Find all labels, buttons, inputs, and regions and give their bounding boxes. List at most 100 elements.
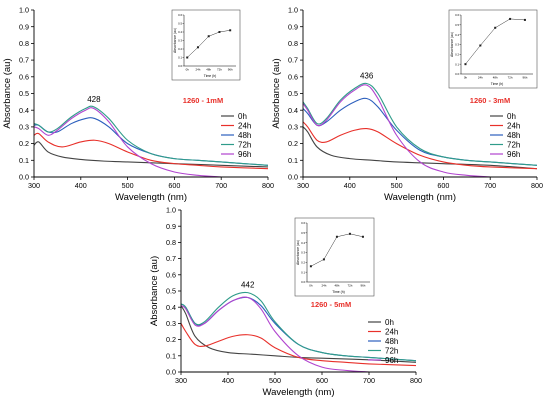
x-tick-label: 400 (222, 376, 234, 385)
y-tick-label: 0.6 (19, 72, 29, 81)
x-tick-label: 700 (484, 181, 496, 190)
series-line-96h (34, 107, 222, 177)
x-tick-label: 600 (316, 376, 328, 385)
inset-y-tick-label: 0.3 (301, 251, 305, 255)
y-tick-label: 0.3 (166, 319, 176, 328)
y-tick-label: 0.9 (19, 22, 29, 31)
y-tick-label: 0.0 (288, 173, 298, 182)
series-line-0h (181, 305, 416, 363)
inset-y-tick-label: 0.0 (178, 64, 182, 68)
inset-y-tick-label: 0.3 (178, 39, 182, 43)
x-tick-label: 500 (269, 376, 281, 385)
series-line-24h (303, 121, 537, 170)
y-tick-label: 0.8 (288, 39, 298, 48)
series-group (303, 82, 537, 177)
inset-point-48h (207, 35, 210, 38)
series-group (181, 291, 416, 372)
inset-x-tick-label: 24h (478, 76, 483, 80)
inset-point-96h (229, 29, 232, 32)
x-axis-label: Wavelength (nm) (384, 192, 456, 203)
inset-point-0h (186, 56, 189, 59)
series-line-72h (303, 82, 537, 166)
chart-panel-3: 0.0 0.1 0.2 0.3 0.4 0.5 0.6 0.7 0.8 0.9 1.0 300 400 5… (149, 206, 422, 398)
inset-point-96h (523, 18, 526, 21)
x-tick-label: 600 (437, 181, 449, 190)
inset-x-axis-label: Time (h) (204, 74, 217, 78)
series-line-24h (34, 132, 268, 170)
x-tick-label: 300 (175, 376, 187, 385)
chart-panel-2: 0.0 0.1 0.2 0.3 0.4 0.5 0.6 0.7 0.8 0.9 1.0 300 400 5… (271, 6, 543, 203)
legend-label-48h: 48h (238, 131, 251, 140)
peak-label: 436 (360, 71, 374, 80)
series-line-96h (303, 84, 491, 177)
y-tick-label: 0.2 (166, 335, 176, 344)
inset-x-tick-label: 96h (523, 76, 528, 80)
inset-x-tick-label: 72h (217, 68, 222, 72)
x-axis-label: Wavelength (nm) (263, 387, 335, 398)
inset-x-tick-label: 0h (186, 68, 190, 72)
inset-y-tick-label: 0.5 (178, 22, 182, 26)
legend-label-0h: 0h (385, 318, 394, 327)
legend-label-24h: 24h (385, 327, 398, 336)
y-tick-label: 0.2 (19, 139, 29, 148)
series-line-72h (34, 105, 268, 166)
x-tick-label: 700 (215, 181, 227, 190)
inset-y-tick-label: 0.3 (455, 43, 459, 47)
inset-y-tick-label: 0.5 (455, 23, 459, 27)
concentration-label: 1260 - 3mM (470, 96, 510, 105)
inset-point-24h (479, 44, 482, 47)
series-line-96h (181, 296, 370, 372)
inset-x-tick-label: 24h (196, 68, 201, 72)
inset-point-96h (361, 235, 364, 238)
inset-x-tick-label: 48h (493, 76, 498, 80)
inset-frame (294, 217, 375, 297)
y-tick-label: 0.0 (19, 173, 29, 182)
inset-y-axis-label: Absorbance (au) (450, 32, 454, 57)
chart-panel-1: 0.0 0.1 0.2 0.3 0.4 0.5 0.6 0.7 0.8 0.9 1.0 300 400 5… (2, 6, 274, 203)
x-tick-label: 400 (75, 181, 87, 190)
series-line-48h (181, 296, 416, 362)
inset-x-axis-label: Time (h) (332, 290, 345, 294)
inset-point-24h (322, 258, 325, 261)
concentration-label: 1260 - 5mM (311, 300, 351, 309)
inset-point-48h (335, 235, 338, 238)
inset-y-tick-label: 0.6 (301, 221, 305, 225)
inset-chart: 0.0 0.1 0.2 0.3 0.4 0.5 0.6 0h 24h 48h 72h 96h Time … (294, 217, 375, 297)
inset-y-tick-label: 0.1 (455, 62, 459, 66)
inset-y-tick-label: 0.4 (301, 241, 305, 245)
x-tick-label: 500 (391, 181, 403, 190)
y-tick-label: 0.8 (19, 39, 29, 48)
series-group (34, 105, 268, 177)
inset-y-tick-label: 0.2 (301, 260, 305, 264)
inset-x-tick-label: 96h (361, 284, 366, 288)
y-tick-label: 0.3 (19, 123, 29, 132)
y-tick-label: 0.4 (166, 303, 176, 312)
y-tick-label: 1.0 (288, 6, 298, 15)
inset-y-tick-label: 0.0 (301, 280, 305, 284)
y-tick-label: 0.1 (19, 156, 29, 165)
y-tick-label: 0.7 (288, 56, 298, 65)
inset-point-72h (348, 232, 351, 235)
inset-chart: 0.0 0.1 0.2 0.3 0.4 0.5 0.6 0h 24h 48h 72h 96h Time … (171, 9, 241, 81)
y-tick-label: 0.6 (166, 270, 176, 279)
y-axis-label: Absorbance (au) (2, 58, 13, 128)
inset-y-tick-label: 0.2 (455, 52, 459, 56)
inset-frame (448, 9, 538, 89)
y-tick-label: 0.4 (288, 106, 298, 115)
y-axis-label: Absorbance (au) (149, 256, 160, 326)
peak-label: 442 (241, 281, 255, 290)
y-tick-label: 0.0 (166, 368, 176, 377)
inset-point-0h (464, 63, 467, 66)
inset-x-tick-label: 72h (348, 284, 353, 288)
inset-y-tick-label: 0.2 (178, 47, 182, 51)
y-tick-label: 0.7 (19, 56, 29, 65)
inset-point-0h (309, 265, 312, 268)
x-tick-label: 800 (410, 376, 422, 385)
legend-label-72h: 72h (238, 140, 251, 149)
y-tick-label: 0.8 (166, 238, 176, 247)
inset-point-72h (218, 31, 221, 33)
inset-y-tick-label: 0.6 (455, 13, 459, 17)
